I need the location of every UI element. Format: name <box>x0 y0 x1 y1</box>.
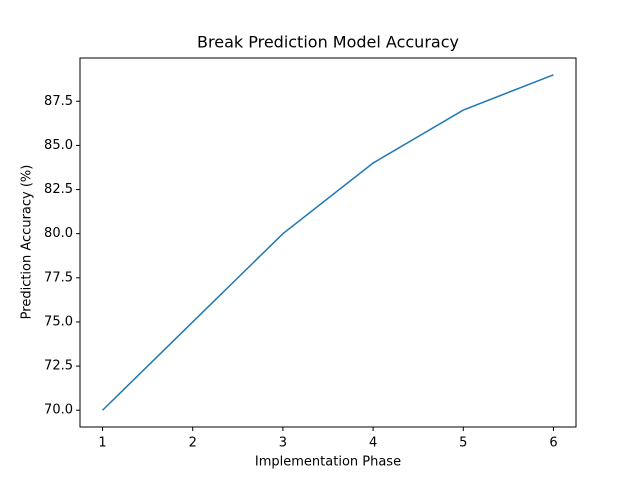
x-tick-label: 2 <box>189 436 197 451</box>
y-tick-label: 82.5 <box>44 182 73 197</box>
y-tick-label: 85.0 <box>44 138 73 153</box>
x-tick-label: 1 <box>98 436 106 451</box>
y-tick-label: 87.5 <box>44 94 73 109</box>
x-tick-label: 6 <box>549 436 557 451</box>
chart-title: Break Prediction Model Accuracy <box>197 33 459 52</box>
line <box>102 74 554 411</box>
y-axis-label: Prediction Accuracy (%) <box>20 165 35 320</box>
y-tick-label: 75.0 <box>44 314 73 329</box>
x-axis-label: Implementation Phase <box>255 455 401 470</box>
y-tick-label: 70.0 <box>44 403 73 418</box>
x-tick-label: 3 <box>279 436 287 451</box>
y-tick-label: 80.0 <box>44 226 73 241</box>
y-tick-label: 77.5 <box>44 270 73 285</box>
x-tick-label: 4 <box>369 436 377 451</box>
y-tick-label: 72.5 <box>44 359 73 374</box>
x-tick-label: 5 <box>459 436 467 451</box>
plot-frame <box>79 57 577 428</box>
